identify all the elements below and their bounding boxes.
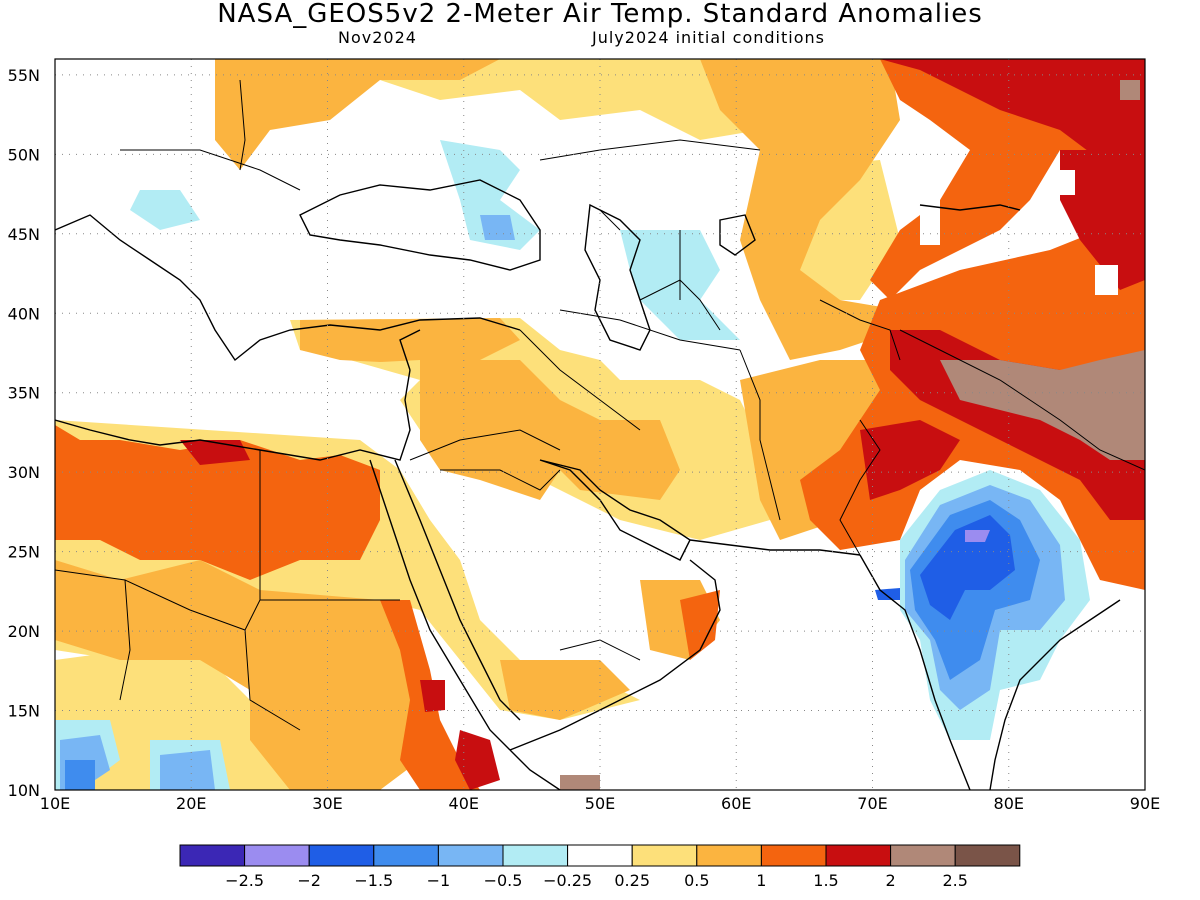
- initial-conditions-label: July2024 initial conditions: [592, 28, 825, 47]
- legend-label: 0.25: [614, 871, 650, 890]
- legend-label: −2.5: [225, 871, 264, 890]
- lat-tick-label: 25N: [8, 543, 40, 562]
- lat-tick-label: 10N: [8, 781, 40, 800]
- coastlines: [55, 179, 1121, 790]
- legend-label: 0.5: [684, 871, 709, 890]
- legend-label: −1: [427, 871, 451, 890]
- latitude-labels: 10N 15N 20N 25N 30N 35N 40N 45N 50N 55N: [8, 66, 40, 800]
- legend-swatch: [567, 844, 633, 867]
- legend-swatch: [244, 844, 310, 867]
- legend-swatch: [308, 844, 375, 867]
- map-title: NASA_GEOS5v2 2-Meter Air Temp. Standard …: [217, 0, 983, 29]
- color-legend: [179, 844, 1021, 867]
- lon-tick-label: 10E: [40, 794, 70, 813]
- legend-label: 2.5: [942, 871, 967, 890]
- legend-label: 1.5: [813, 871, 838, 890]
- lon-tick-label: 30E: [312, 794, 342, 813]
- plot-frame: [54, 58, 1146, 791]
- legend-swatch: [696, 844, 762, 867]
- lon-tick-label: 70E: [857, 794, 887, 813]
- longitude-labels: 10E 20E 30E 40E 50E 60E 70E 80E 90E: [40, 794, 1160, 813]
- lon-tick-label: 50E: [585, 794, 615, 813]
- lat-tick-label: 45N: [8, 225, 40, 244]
- legend-swatch: [890, 844, 956, 867]
- legend-swatch: [179, 844, 246, 867]
- legend-label: −2: [297, 871, 321, 890]
- legend-swatch: [825, 844, 892, 867]
- legend-label: 2: [886, 871, 896, 890]
- lon-tick-label: 60E: [721, 794, 751, 813]
- legend-label: 1: [756, 871, 766, 890]
- lon-tick-label: 80E: [994, 794, 1024, 813]
- lat-tick-label: 20N: [8, 622, 40, 641]
- lat-tick-label: 50N: [8, 145, 40, 164]
- lon-tick-label: 40E: [449, 794, 479, 813]
- legend-swatch: [437, 844, 504, 867]
- legend-label: −1.5: [354, 871, 393, 890]
- legend-label: −0.5: [484, 871, 523, 890]
- lat-tick-label: 40N: [8, 304, 40, 323]
- lat-tick-label: 35N: [8, 384, 40, 403]
- legend-swatch: [373, 844, 439, 867]
- legend-swatch: [954, 844, 1021, 867]
- legend-swatch: [502, 844, 569, 867]
- country-borders: [55, 79, 1145, 731]
- forecast-month: Nov2024: [338, 28, 417, 47]
- legend-label: −0.25: [543, 871, 592, 890]
- lat-tick-label: 55N: [8, 66, 40, 85]
- legend-swatch: [760, 844, 827, 867]
- lat-tick-label: 15N: [8, 702, 40, 721]
- lon-tick-label: 20E: [176, 794, 206, 813]
- lon-tick-label: 90E: [1130, 794, 1160, 813]
- lat-lon-grid: [55, 59, 1145, 790]
- lat-tick-label: 30N: [8, 463, 40, 482]
- legend-swatch: [631, 844, 698, 867]
- legend-labels: −2.5 −2 −1.5 −1 −0.5 −0.25 0.25 0.5 1 1.5 2 2.5: [225, 871, 968, 890]
- anomaly-field: [55, 59, 1145, 790]
